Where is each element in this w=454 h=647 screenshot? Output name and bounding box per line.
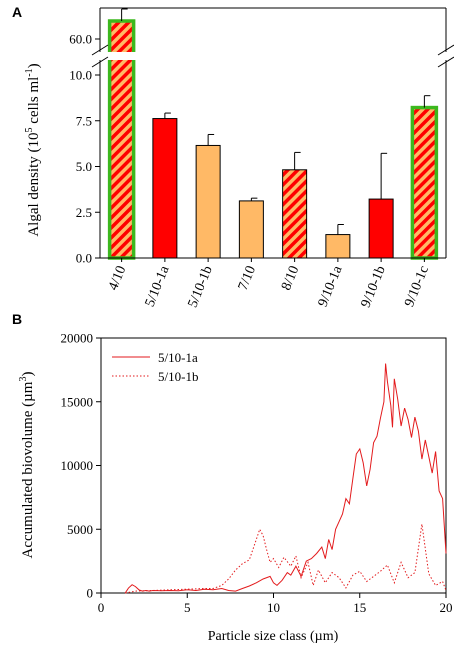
y-tick-label: 10.0 xyxy=(69,68,92,83)
x-ticks: 4/10 5/10-1a 5/10-1b 7/10 8/10 9/10-1a 9/10-1b… xyxy=(106,258,432,310)
panel-a: 0.0 2.5 5.0 7.5 10.0 60.0 4/10 5/10-1a 5/10-1b 7… xyxy=(24,7,454,310)
x-tick-label: 15 xyxy=(353,600,366,615)
y-tick-label: 10000 xyxy=(61,458,94,473)
y-tick-label: 5000 xyxy=(67,522,93,537)
y-tick-label: 2.5 xyxy=(76,205,92,220)
x-tick-label: 0 xyxy=(98,600,105,615)
x-tick-label: 9/10-1a xyxy=(316,263,346,309)
panel-label-a: A xyxy=(12,4,22,20)
x-tick-label: 5 xyxy=(184,600,191,615)
plot-frame xyxy=(100,337,447,594)
series-lines xyxy=(124,363,447,594)
bar xyxy=(238,200,264,259)
legend-label: 5/10-1a xyxy=(158,350,198,365)
axis-break-mark-left-top xyxy=(91,44,109,56)
x-tick-label: 5/10-1b xyxy=(186,264,216,310)
axis-break-gap xyxy=(92,52,454,60)
axis-break-mark-left-bottom xyxy=(91,56,109,68)
y-tick-label: 0 xyxy=(87,586,94,601)
x-tick-label: 9/10-1b xyxy=(359,264,389,310)
y-ticks: 0.0 2.5 5.0 7.5 10.0 60.0 xyxy=(69,32,100,266)
bar xyxy=(152,118,178,259)
bar xyxy=(195,144,221,259)
bar xyxy=(282,169,308,259)
x-tick-label: 7/10 xyxy=(236,264,259,293)
x-ticks: 0 5 10 15 20 xyxy=(98,593,453,615)
axis-break-mark-right-top xyxy=(437,44,454,56)
y-tick-label: 0.0 xyxy=(76,251,92,266)
x-tick-label: 5/10-1a xyxy=(143,263,173,309)
x-tick-label: 10 xyxy=(267,600,280,615)
y-tick-label: 15000 xyxy=(61,394,94,409)
legend: 5/10-1a 5/10-1b xyxy=(112,350,198,384)
x-tick-label: 4/10 xyxy=(106,264,129,293)
bar xyxy=(368,198,394,259)
x-tick-label: 8/10 xyxy=(279,264,302,293)
y-tick-label: 7.5 xyxy=(76,113,92,128)
y-axis-label-b: Accumulated biovolume (µm3) xyxy=(18,372,36,559)
legend-label: 5/10-1b xyxy=(158,369,198,384)
y-tick-label: 5.0 xyxy=(76,159,92,174)
bar xyxy=(410,105,439,260)
bar xyxy=(325,234,351,259)
x-axis-label-b: Particle size class (µm) xyxy=(208,629,339,644)
y-tick-label: 60.0 xyxy=(69,32,92,47)
axis-break-mark-right-bottom xyxy=(437,56,454,68)
x-tick-label: 20 xyxy=(440,600,453,615)
y-ticks: 0 5000 10000 15000 20000 xyxy=(61,331,101,601)
series-line-1 xyxy=(125,524,447,594)
y-tick-label: 20000 xyxy=(61,331,94,346)
x-tick-label: 9/10-1c xyxy=(402,264,432,309)
y-axis-label-a: Algal density (105 cells ml-1) xyxy=(24,63,42,236)
error-bars-group xyxy=(121,8,431,235)
panel-label-b: B xyxy=(12,311,22,327)
series-line-0 xyxy=(124,363,447,594)
